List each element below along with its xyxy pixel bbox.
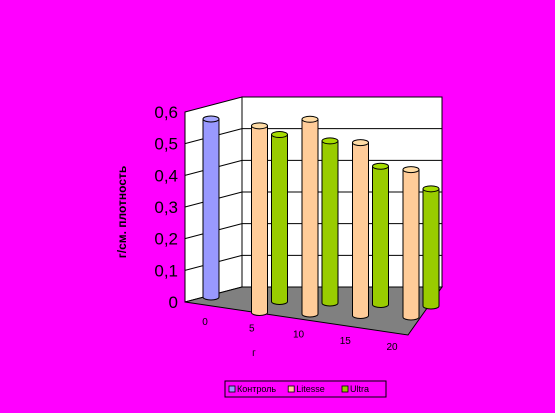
legend-label: Ultra xyxy=(350,384,369,394)
bar-body xyxy=(251,125,268,316)
legend-label: Litesse xyxy=(296,384,325,394)
y-tick-label: 0,2 xyxy=(154,230,178,249)
bar-Ultra-5 xyxy=(271,131,288,305)
bar-cap xyxy=(321,137,339,145)
legend-swatch xyxy=(341,385,349,393)
bar-body xyxy=(372,165,389,308)
legend-swatch xyxy=(287,385,295,393)
x-tick-label: 0 xyxy=(202,317,208,328)
bar-cap xyxy=(372,162,389,170)
y-axis-title: г/см. плотность xyxy=(115,166,129,259)
y-tick-label: 0,4 xyxy=(154,166,178,185)
x-axis-ticks: 0 5 10 15 20 xyxy=(202,317,398,353)
bar-cap xyxy=(352,139,369,147)
bar-series xyxy=(202,115,440,321)
bar-Ultra-20 xyxy=(422,185,440,310)
bar-cap xyxy=(202,115,220,123)
y-tick-label: 0,5 xyxy=(154,135,178,154)
bar-Litesse-10 xyxy=(301,115,319,318)
x-tick-label: 20 xyxy=(386,342,398,353)
legend-box xyxy=(224,380,387,398)
y-tick-label: 0,3 xyxy=(154,198,178,217)
bar-Ultra-10 xyxy=(321,137,339,307)
y-tick-label: 0 xyxy=(169,293,178,312)
legend-items: Контроль Litesse Ultra xyxy=(228,384,369,394)
bar-Ultra-15 xyxy=(372,162,389,308)
bar-body xyxy=(271,134,288,305)
bar-body xyxy=(321,140,339,307)
bar-body xyxy=(202,118,220,301)
x-tick-label: 10 xyxy=(293,330,305,341)
bar-body xyxy=(301,118,319,318)
bar-cap xyxy=(422,185,440,193)
bar-cap xyxy=(271,131,288,139)
legend-label: Контроль xyxy=(237,384,276,394)
legend-swatch xyxy=(228,385,236,393)
legend: Контроль Litesse Ultra xyxy=(224,380,387,398)
bar-Litesse-5 xyxy=(251,122,268,316)
bar-cap xyxy=(402,166,420,174)
bar-body xyxy=(422,188,440,310)
bar-cap xyxy=(301,115,319,123)
y-axis-ticks: 0 0,1 0,2 0,3 0,4 0,5 0,6 xyxy=(154,103,178,312)
bar-Litesse-15 xyxy=(352,139,369,319)
y-tick-label: 0,1 xyxy=(154,261,178,280)
bar-Litesse-20 xyxy=(402,166,420,321)
x-tick-label: 5 xyxy=(249,323,255,334)
bar-body xyxy=(352,142,369,319)
bar-Контроль-0 xyxy=(202,115,220,301)
bar-body xyxy=(402,169,420,321)
y-tick-label: 0,6 xyxy=(154,103,178,122)
bar-cap xyxy=(251,122,268,130)
x-tick-label: 15 xyxy=(340,336,352,347)
x-axis-title: г xyxy=(252,348,256,359)
